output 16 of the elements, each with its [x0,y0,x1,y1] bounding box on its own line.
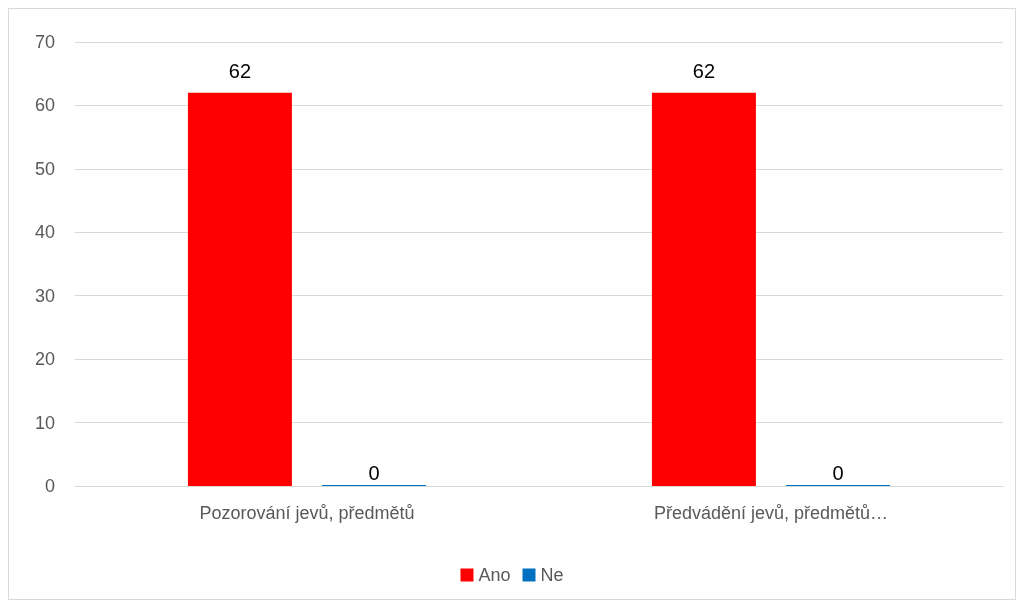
y-tick-label: 50 [34,158,55,179]
legend-label: Ano [478,565,511,585]
x-tick-label: Pozorování jevů, předmětů [199,503,415,523]
y-tick-label: 60 [34,95,55,116]
data-label: 0 [832,462,844,484]
data-label: 62 [692,59,716,82]
data-label: 0 [368,462,380,484]
y-tick-label: 0 [44,476,55,496]
y-tick-label: 70 [34,32,55,52]
data-label: 62 [228,59,252,82]
y-tick-label: 40 [34,222,55,243]
y-tick-label: 10 [34,412,55,433]
y-tick-label: 20 [34,349,55,370]
x-tick-label: Předvádění jevů, předmětů… [653,503,889,523]
legend-label: Ne [540,565,564,585]
y-tick-label: 30 [34,285,55,306]
